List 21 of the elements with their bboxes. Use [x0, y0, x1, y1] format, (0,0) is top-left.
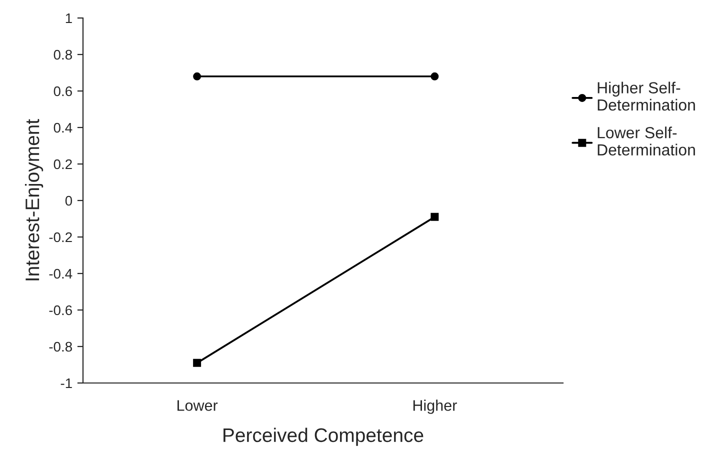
legend-label: Higher Self-Determination [598, 82, 695, 111]
y-tick-label: -0.4 [49, 268, 72, 279]
point [430, 212, 439, 221]
y-tick-label: 0.2 [54, 159, 72, 170]
point [193, 72, 202, 80]
y-tick-label: -1 [60, 378, 72, 388]
y-tick-label: 0.6 [54, 86, 72, 96]
y-tick-label: -0.6 [49, 305, 72, 316]
y-tick-label: 0.4 [54, 122, 72, 133]
y-tick-label: -0.8 [49, 342, 72, 352]
y-tick-label: 1 [66, 13, 72, 24]
x-tick-label: Lower [178, 400, 218, 411]
x-tick-label: Higher [413, 400, 457, 414]
point [430, 72, 439, 80]
legend-label: Lower Self-Determination [598, 126, 695, 156]
point [193, 358, 202, 367]
y-tick-label: 0 [65, 196, 72, 206]
y-tick-label: -0.2 [49, 232, 72, 242]
y-tick-label: 0.8 [54, 50, 72, 60]
x-axis-title: Perceived Competence [224, 428, 424, 446]
y-axis-title: Interest-Enjoyment [24, 119, 44, 280]
